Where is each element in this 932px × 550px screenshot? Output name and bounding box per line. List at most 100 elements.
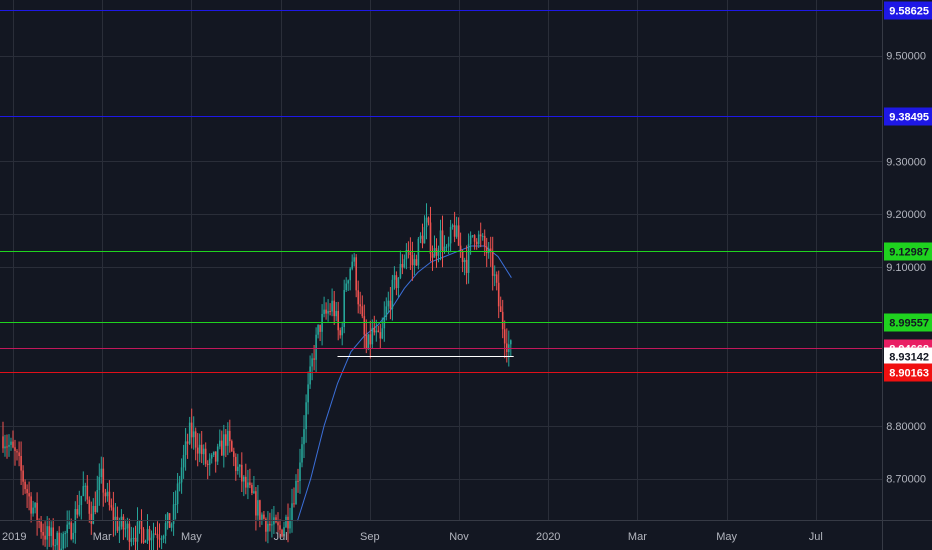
candle-body (477, 234, 480, 245)
candle-body (10, 441, 12, 445)
candle-body (469, 235, 472, 245)
candle-body (291, 503, 293, 521)
candle-body (80, 495, 83, 505)
candle-body (333, 300, 335, 317)
price-labels: 9.586259.384959.129878.995578.946688.931… (884, 1, 932, 382)
candle-body (219, 440, 221, 447)
candle-body (114, 516, 117, 521)
candle-body (204, 448, 207, 464)
horizontal-lines[interactable] (0, 10, 882, 373)
candle-body (210, 454, 213, 459)
candle-body (106, 491, 109, 497)
candle-body (407, 250, 410, 252)
candle-body (216, 446, 219, 462)
candle-body (132, 537, 135, 539)
price-label-box (884, 347, 932, 366)
candle-body (237, 466, 239, 471)
candle-body (150, 537, 153, 541)
candle-body (311, 358, 313, 367)
candle-body (297, 480, 299, 482)
price-label-box (884, 107, 932, 126)
candle-body (506, 343, 508, 352)
candle-body (439, 230, 442, 251)
candle-body (202, 448, 205, 455)
x-tick-label: Mar (628, 531, 647, 543)
candle-body (48, 526, 50, 536)
candle-body (457, 225, 460, 246)
x-tick-label: 2020 (536, 531, 560, 543)
candle-body (160, 538, 163, 540)
candle-body (26, 489, 28, 494)
candle-body (479, 234, 482, 237)
candle-body (349, 268, 351, 281)
candle-body (301, 444, 303, 463)
candle-body (445, 246, 448, 248)
candle-body (146, 529, 149, 541)
candle-body (335, 311, 337, 317)
candle-body (223, 434, 225, 456)
candle-body (241, 464, 243, 482)
candle-body (421, 235, 424, 244)
candle-body (208, 458, 211, 465)
candle-body (30, 496, 32, 514)
candle-body (437, 250, 440, 256)
candle-body (148, 529, 151, 541)
candle-body (493, 274, 496, 276)
candle-body (431, 253, 434, 258)
candle-body (289, 520, 291, 529)
candle-body (70, 522, 72, 540)
candle-body (489, 248, 492, 252)
candle-body (176, 483, 179, 505)
candle-body (503, 329, 506, 344)
time-axis[interactable]: 2019 Mar May Jul Sep Nov 2020 Mar May Jul (2, 531, 823, 543)
candle-body (265, 518, 267, 532)
candle-body (122, 516, 125, 530)
candle-body (6, 446, 8, 448)
candle-body (375, 330, 378, 333)
candle-body (263, 514, 265, 519)
candle-body (140, 520, 143, 530)
candle-body (463, 259, 466, 263)
candle-body (483, 235, 486, 247)
candle-body (221, 440, 223, 456)
candle-body (128, 523, 131, 542)
candle-body (90, 513, 93, 524)
candle-body (16, 451, 18, 453)
candle-body (239, 464, 241, 467)
price-axis[interactable]: 9.50000 9.30000 9.20000 9.10000 8.80000 8.700… (886, 51, 926, 486)
candle-body (20, 456, 22, 471)
candle-body (124, 528, 127, 530)
price-label-text: 8.93142 (889, 352, 929, 364)
candle-body (341, 327, 343, 336)
candle-body (473, 235, 476, 242)
candle-body (60, 548, 62, 550)
candle-body (405, 250, 408, 260)
candle-body (411, 255, 414, 266)
x-tick-label: Sep (360, 531, 380, 543)
candle-body (510, 340, 512, 345)
candle-body (253, 491, 255, 494)
candle-body (174, 504, 177, 505)
candle-body (499, 306, 502, 312)
candle-body (281, 529, 283, 537)
candle-body (178, 482, 181, 484)
price-label-box (884, 363, 932, 382)
candle-body (465, 259, 468, 273)
candle-body (339, 330, 341, 336)
candle-body (249, 482, 251, 486)
candle-body (429, 222, 432, 254)
candle-body (82, 486, 85, 496)
candle-body (329, 311, 331, 312)
candle-body (164, 523, 167, 536)
candle-body (389, 300, 392, 309)
price-label-text: 8.90163 (889, 368, 929, 380)
candle-body (391, 279, 394, 309)
candle-body (365, 334, 368, 349)
candle-body (425, 217, 428, 228)
candle-body (76, 509, 79, 515)
candle-body (355, 257, 357, 291)
candle-body (154, 533, 157, 535)
candle-body (144, 541, 147, 543)
candle-body (184, 441, 187, 455)
